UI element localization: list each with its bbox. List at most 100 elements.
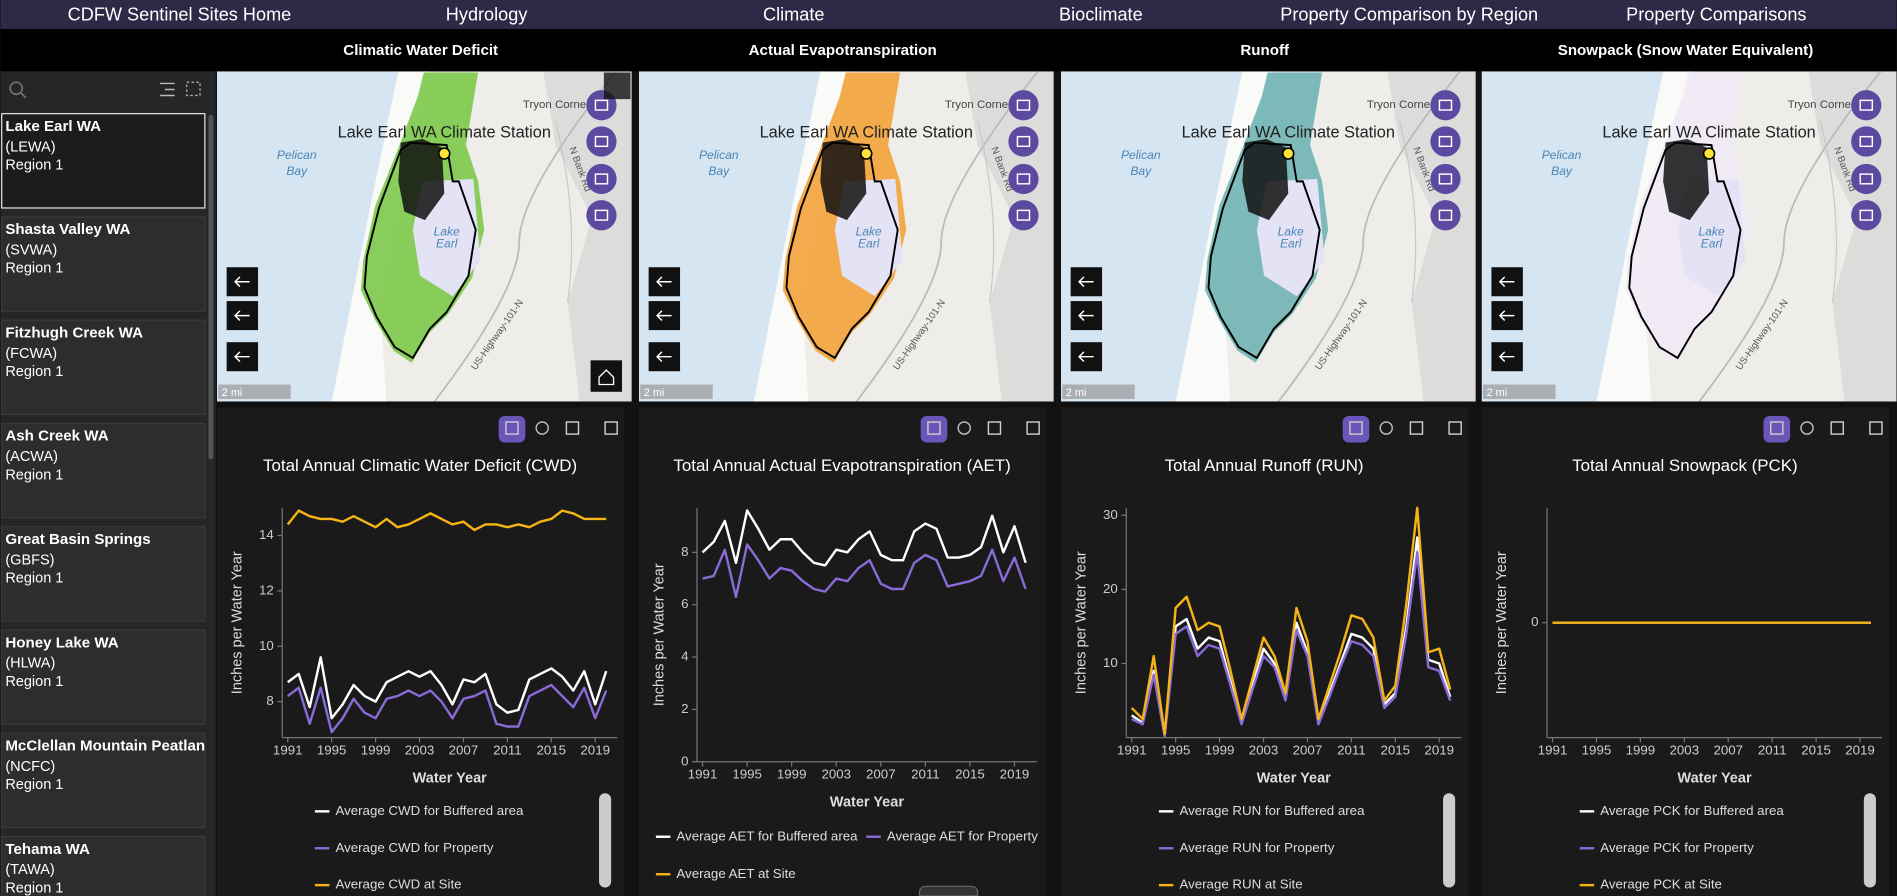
map-tool-button[interactable]	[1430, 163, 1461, 195]
legend-label[interactable]: Average CWD at Site	[335, 877, 461, 892]
lake-label: Earl	[858, 236, 880, 250]
map-tool-button[interactable]	[1430, 90, 1461, 121]
expand-button[interactable]	[603, 72, 631, 100]
legend-label[interactable]: Average RUN for Property	[1179, 840, 1334, 855]
chart-tool[interactable]	[565, 421, 580, 435]
station-label: Lake Earl WA Climate Station	[1602, 123, 1815, 141]
chart-tool[interactable]	[1349, 421, 1363, 435]
map-nav-glyph	[234, 276, 250, 288]
chart-tool[interactable]	[957, 421, 971, 435]
legend-scrollbar[interactable]	[1863, 793, 1876, 888]
chart-tool[interactable]	[1026, 421, 1040, 435]
legend-label[interactable]: Average CWD for Property	[335, 840, 493, 855]
map-tool-button[interactable]	[1008, 90, 1039, 121]
site-card[interactable]	[1, 422, 206, 519]
map-tool-button[interactable]	[1851, 163, 1882, 195]
sidebar-scrollbar[interactable]	[208, 114, 214, 460]
chart-tool-active[interactable]	[498, 415, 526, 443]
legend-label[interactable]: Average PCK for Buffered area	[1600, 803, 1784, 818]
road	[554, 120, 573, 303]
chart-panel	[216, 407, 625, 896]
legend-label[interactable]: Average RUN at Site	[1179, 877, 1302, 892]
legend-label[interactable]: Average AET for Property	[887, 828, 1038, 843]
station-marker[interactable]	[1702, 147, 1716, 160]
chart-tool[interactable]	[1379, 421, 1393, 435]
map-tool-button[interactable]	[1430, 126, 1461, 157]
y-axis-label: Inches per Water Year	[1073, 551, 1089, 694]
legend-scrollbar[interactable]	[1443, 793, 1456, 888]
x-tick-label: 2003	[1249, 742, 1279, 757]
home-button[interactable]	[590, 360, 623, 392]
collapse-tab[interactable]	[918, 885, 979, 896]
site-card[interactable]	[1, 629, 206, 725]
map-nav-glyph	[656, 310, 672, 321]
legend-label[interactable]: Average AET at Site	[676, 866, 795, 881]
legend-label[interactable]: Average PCK at Site	[1600, 877, 1722, 892]
map-tool-button[interactable]	[586, 126, 617, 157]
clear-icon[interactable]	[186, 81, 201, 97]
chart-tool[interactable]	[1409, 421, 1424, 435]
station-marker[interactable]	[438, 147, 451, 160]
site-card[interactable]	[1, 319, 206, 416]
nav-link[interactable]: Bioclimate	[1059, 5, 1143, 25]
x-tick-label: 1991	[1538, 742, 1568, 757]
map-tool-button[interactable]	[1008, 163, 1039, 195]
chart-tool[interactable]	[604, 421, 618, 435]
map-tool-glyph	[1438, 209, 1453, 221]
boundary	[1628, 141, 1742, 360]
map-tool-button[interactable]	[586, 163, 617, 195]
y-axis-label: Inches per Water Year	[1494, 551, 1510, 694]
chart-tool-active[interactable]	[1342, 415, 1370, 443]
chart-tool-active[interactable]	[1763, 415, 1791, 443]
home-glyph	[598, 369, 615, 386]
site-card[interactable]	[1, 216, 206, 312]
map-tool-button[interactable]	[1430, 200, 1461, 231]
map-tool-button[interactable]	[1851, 90, 1882, 121]
search-icon[interactable]	[9, 81, 24, 96]
station-marker[interactable]	[860, 147, 873, 160]
site-card[interactable]	[1, 113, 206, 209]
site-card[interactable]	[1, 732, 206, 829]
chart-tool-active[interactable]	[920, 415, 948, 443]
map-tool-button[interactable]	[1008, 200, 1039, 231]
lake-label: Earl	[436, 236, 458, 250]
x-axis-label: Water Year	[1257, 771, 1332, 787]
series-line	[287, 683, 608, 734]
chart-tool[interactable]	[927, 421, 941, 435]
station-marker[interactable]	[1282, 147, 1295, 160]
nav-link[interactable]: Hydrology	[446, 5, 529, 25]
nav-link[interactable]: Property Comparison by Region	[1280, 5, 1538, 25]
x-tick-label: 2019	[1000, 767, 1030, 782]
chart-tool[interactable]	[1869, 421, 1883, 435]
legend-label[interactable]: Average CWD for Buffered area	[335, 803, 524, 818]
legend-label[interactable]: Average RUN for Buffered area	[1179, 803, 1365, 818]
map-tool-glyph	[594, 135, 609, 148]
map-tool-button[interactable]	[1851, 126, 1882, 157]
map-tool-button[interactable]	[1851, 200, 1882, 231]
legend-scrollbar[interactable]	[599, 793, 612, 888]
select-icon[interactable]	[160, 82, 175, 97]
chart-tool[interactable]	[987, 421, 1002, 435]
nav-link[interactable]: CDFW Sentinel Sites Home	[68, 5, 292, 25]
nav-link[interactable]: Climate	[763, 5, 824, 25]
nav-link[interactable]: Property Comparisons	[1626, 5, 1806, 25]
chart-tool[interactable]	[1830, 421, 1845, 435]
chart-tool[interactable]	[1800, 421, 1814, 435]
legend-label[interactable]: Average AET for Buffered area	[676, 828, 858, 843]
map-nav-glyph	[1498, 351, 1515, 363]
map-tool-glyph	[1859, 209, 1874, 221]
chart-tool[interactable]	[1448, 421, 1462, 435]
place-label: Tryon Corne	[1367, 99, 1430, 111]
chart-tool[interactable]	[1770, 421, 1784, 435]
legend-label[interactable]: Average PCK for Property	[1600, 840, 1754, 855]
map-tool-button[interactable]	[586, 200, 617, 231]
series-line	[1130, 506, 1452, 736]
site-card[interactable]	[1, 835, 206, 896]
chart-tool[interactable]	[505, 421, 519, 435]
site-card[interactable]	[1, 526, 206, 622]
place-label: Tryon Corne	[523, 99, 586, 111]
map-tool-glyph	[594, 173, 609, 185]
road	[1398, 120, 1417, 303]
chart-tool[interactable]	[535, 421, 549, 435]
map-tool-button[interactable]	[1008, 126, 1039, 157]
